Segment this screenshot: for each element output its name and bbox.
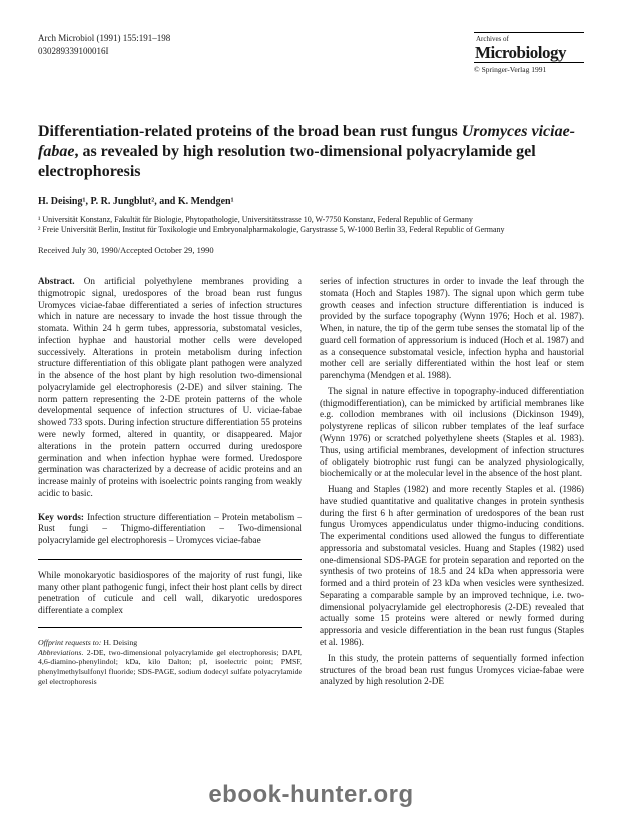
- column-left: Abstract. On artificial polyethylene mem…: [38, 276, 302, 688]
- article-code: 030289339100016I: [38, 45, 170, 58]
- column-right: series of infection structures in order …: [320, 276, 584, 688]
- col2-para-2: The signal in nature effective in topogr…: [320, 386, 584, 480]
- abstract-label: Abstract.: [38, 276, 75, 286]
- title-pre: Differentiation-related proteins of the …: [38, 123, 462, 140]
- col2-para-1: series of infection structures in order …: [320, 276, 584, 382]
- abstract-text: On artificial polyethylene membranes pro…: [38, 276, 302, 498]
- affiliations: ¹ Universität Konstanz, Fakultät für Bio…: [38, 215, 584, 236]
- header-right: Archives of Microbiology © Springer-Verl…: [474, 32, 584, 74]
- section-divider: [38, 559, 302, 560]
- col2-para-4: In this study, the protein patterns of s…: [320, 653, 584, 688]
- footnote-divider: [38, 627, 302, 628]
- abbreviations-line: Abbreviations. 2-DE, two-dimensional pol…: [38, 648, 302, 687]
- offprint-label: Offprint requests to:: [38, 638, 101, 647]
- affiliation-1: ¹ Universität Konstanz, Fakultät für Bio…: [38, 215, 584, 225]
- citation-line: Arch Microbiol (1991) 155:191–198: [38, 32, 170, 45]
- affiliation-2: ² Freie Universität Berlin, Institut für…: [38, 225, 584, 235]
- journal-name: Microbiology: [474, 44, 584, 61]
- offprint-text: H. Deising: [101, 638, 137, 647]
- intro-paragraph: While monokaryotic basidiospores of the …: [38, 570, 302, 617]
- abstract: Abstract. On artificial polyethylene mem…: [38, 276, 302, 500]
- col2-para-3: Huang and Staples (1982) and more recent…: [320, 484, 584, 649]
- title-post: , as revealed by high resolution two-dim…: [38, 143, 536, 180]
- authors-line: H. Deising¹, P. R. Jungblut², and K. Men…: [38, 196, 584, 209]
- keywords: Key words: Infection structure different…: [38, 512, 302, 547]
- page-header: Arch Microbiol (1991) 155:191–198 030289…: [38, 32, 584, 74]
- body-columns: Abstract. On artificial polyethylene mem…: [38, 276, 584, 688]
- footnotes: Offprint requests to: H. Deising Abbrevi…: [38, 638, 302, 687]
- header-left: Arch Microbiol (1991) 155:191–198 030289…: [38, 32, 170, 57]
- abbrev-label: Abbreviations.: [38, 648, 83, 657]
- copyright-line: © Springer-Verlag 1991: [474, 65, 584, 74]
- watermark: ebook-hunter.org: [208, 780, 413, 810]
- keywords-label: Key words:: [38, 512, 84, 522]
- dates-line: Received July 30, 1990/Accepted October …: [38, 245, 584, 256]
- offprint-line: Offprint requests to: H. Deising: [38, 638, 302, 648]
- article-title: Differentiation-related proteins of the …: [38, 122, 584, 182]
